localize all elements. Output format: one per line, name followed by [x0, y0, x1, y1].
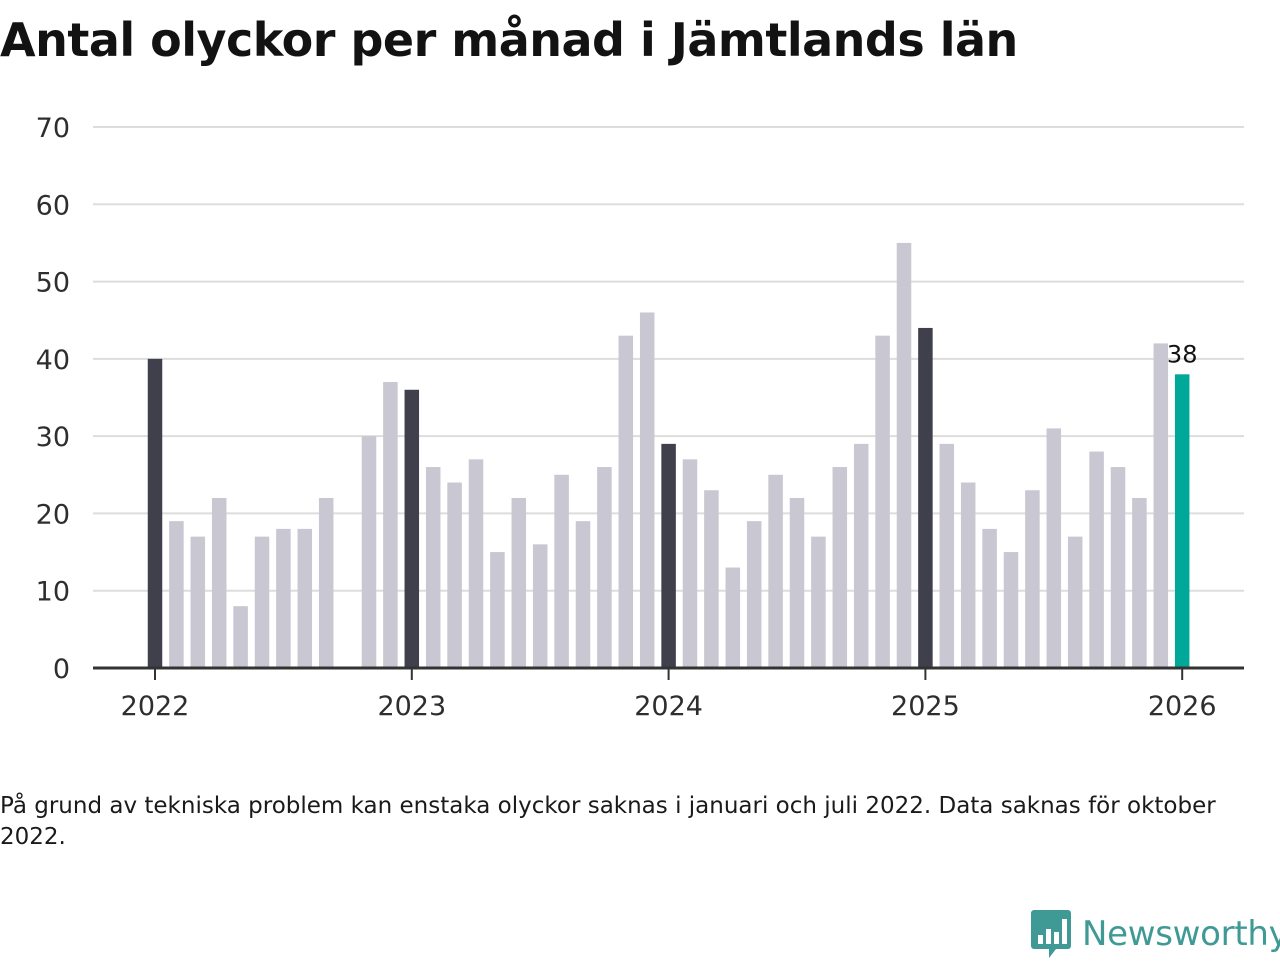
bar-2025-06: [1025, 490, 1040, 668]
bar-2022-03: [190, 536, 206, 668]
bar-2024-02: [682, 459, 698, 668]
bar-2025-12: [1153, 343, 1169, 668]
x-tick-label: 2024: [634, 691, 703, 722]
data-label: 38: [1167, 340, 1198, 368]
bar-2024-07: [789, 497, 805, 668]
bar-2023-11: [618, 335, 634, 668]
bar-2022-04: [211, 497, 227, 668]
bars: [147, 242, 1190, 668]
bar-2023-12: [639, 312, 655, 668]
x-axis-ticks: 2022 2023 2024 2025 2026: [121, 668, 1217, 722]
bar-2023-10: [597, 467, 612, 668]
bar-2025-05: [1003, 552, 1019, 668]
bar-2025-04: [982, 528, 997, 668]
bar-2024-06: [768, 474, 783, 668]
bar-chart: 0 10 20 30 40 50 60 70 2022 2023 2024 2025 2026 38: [36, 113, 1244, 722]
bar-2022-08: [297, 528, 313, 668]
y-tick-label: 0: [53, 654, 70, 685]
x-tick-label: 2023: [377, 691, 446, 722]
chart-title: Antal olyckor per månad i Jämtlands län: [0, 13, 1018, 67]
bar-2024-09: [832, 467, 848, 668]
bar-2026-01: [1174, 374, 1190, 668]
bar-2022-02: [169, 521, 184, 668]
y-tick-label: 30: [36, 422, 70, 453]
bar-2024-11: [875, 335, 890, 668]
bar-2025-09: [1089, 451, 1104, 668]
footnote: På grund av tekniska problem kan enstaka…: [0, 793, 1216, 850]
y-tick-label: 10: [36, 577, 70, 608]
y-axis-labels: 0 10 20 30 40 50 60 70: [36, 113, 70, 685]
y-tick-label: 60: [36, 190, 70, 221]
bar-2024-04: [725, 567, 741, 668]
bar-2022-12: [383, 382, 398, 668]
bar-2025-11: [1132, 497, 1147, 668]
bar-2023-01: [404, 389, 420, 668]
bar-2022-05: [233, 606, 248, 668]
bar-2022-07: [276, 528, 291, 668]
y-tick-label: 50: [36, 268, 70, 299]
bar-2025-07: [1046, 428, 1062, 668]
y-tick-label: 40: [36, 345, 70, 376]
bar-2025-03: [960, 482, 976, 668]
bar-2024-10: [853, 443, 869, 668]
bar-2023-05: [490, 552, 505, 668]
data-labels: 38: [1167, 340, 1198, 368]
y-tick-label: 70: [36, 113, 70, 144]
bar-2024-01: [661, 443, 676, 668]
bar-2025-01: [918, 327, 933, 668]
bar-2022-11: [361, 436, 377, 668]
bar-2023-08: [554, 474, 569, 668]
bar-2024-12: [896, 242, 912, 668]
bar-2024-05: [746, 521, 762, 668]
bar-2023-03: [447, 482, 462, 668]
bar-2022-06: [254, 536, 270, 668]
bar-2023-06: [511, 497, 527, 668]
bar-2023-04: [468, 459, 484, 668]
x-tick-label: 2025: [891, 691, 960, 722]
bar-2022-09: [318, 497, 334, 668]
bar-2024-08: [811, 536, 826, 668]
bar-2025-08: [1067, 536, 1083, 668]
newsworthy-logo: Newsworthy: [1030, 906, 1280, 962]
logo-text: Newsworthy: [1082, 914, 1280, 954]
newsworthy-logo-icon: [1031, 910, 1071, 958]
x-tick-label: 2022: [121, 691, 190, 722]
x-tick-label: 2026: [1148, 691, 1217, 722]
bar-2023-07: [532, 544, 548, 668]
bar-2025-02: [939, 443, 955, 668]
bar-2022-01: [147, 358, 163, 668]
y-tick-label: 20: [36, 499, 70, 530]
bar-2023-09: [575, 521, 591, 668]
bar-2023-02: [425, 467, 441, 668]
bar-2025-10: [1110, 467, 1126, 668]
bar-2024-03: [704, 490, 719, 668]
